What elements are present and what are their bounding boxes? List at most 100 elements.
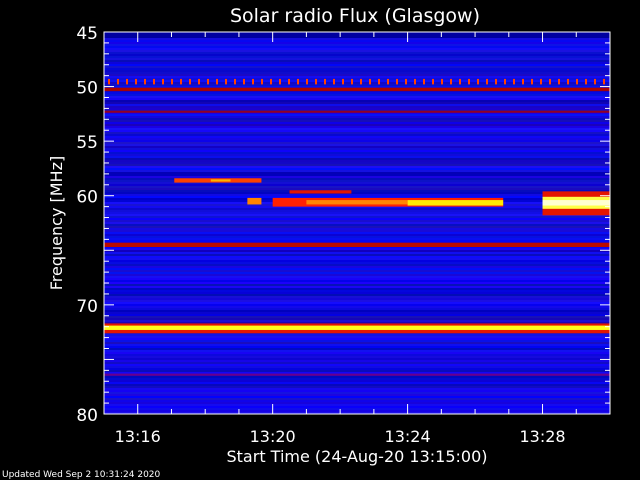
emission-dot <box>252 78 254 85</box>
background-row <box>104 298 610 300</box>
background-row <box>104 384 610 386</box>
background-row <box>104 300 610 302</box>
background-row <box>104 126 610 128</box>
background-row <box>104 292 610 294</box>
y-tick-label: 55 <box>76 133 98 153</box>
background-row <box>104 348 610 350</box>
emission-dot <box>495 78 497 85</box>
background-row <box>104 378 610 380</box>
emission-dot <box>351 78 353 85</box>
emission-dot <box>558 78 560 85</box>
emission-dot <box>279 78 281 85</box>
updated-timestamp: Updated Wed Sep 2 10:31:24 2020 <box>2 470 161 480</box>
background-row <box>104 150 610 152</box>
background-row <box>104 84 610 86</box>
emission-band <box>104 325 610 330</box>
background-row <box>104 54 610 56</box>
background-row <box>104 220 610 222</box>
emission-dot <box>450 78 452 85</box>
background-row <box>104 408 610 410</box>
background-row <box>104 186 610 188</box>
background-row <box>104 40 610 42</box>
emission-dot <box>414 78 416 85</box>
background-row <box>104 370 610 372</box>
background-row <box>104 380 610 382</box>
background-row <box>104 80 610 82</box>
emission-dot <box>594 78 596 85</box>
background-row <box>104 128 610 130</box>
background-row <box>104 50 610 52</box>
emission-dot <box>342 78 344 85</box>
background-row <box>104 104 610 106</box>
background-row <box>104 364 610 366</box>
background-row <box>104 356 610 358</box>
background-row <box>104 284 610 286</box>
emission-dot <box>324 78 326 85</box>
emission-dot <box>441 78 443 85</box>
emission-dot <box>576 78 578 85</box>
chart-title: Solar radio Flux (Glasgow) <box>230 5 480 27</box>
background-row <box>104 134 610 136</box>
background-row <box>104 394 610 396</box>
background-row <box>104 66 610 68</box>
emission-dot <box>468 78 470 85</box>
background-row <box>104 76 610 78</box>
background-row <box>104 166 610 168</box>
background-row <box>104 152 610 154</box>
background-row <box>104 222 610 224</box>
background-row <box>104 102 610 104</box>
background-row <box>104 406 610 408</box>
y-tick-label: 80 <box>76 406 98 426</box>
background-row <box>104 362 610 364</box>
x-tick-label: 13:24 <box>385 427 431 446</box>
emission-dot <box>297 78 299 85</box>
emission-dot <box>603 78 605 85</box>
background-row <box>104 276 610 278</box>
emission-dot <box>333 78 335 85</box>
emission-dot <box>315 78 317 85</box>
background-row <box>104 168 610 170</box>
background-row <box>104 354 610 356</box>
background-row <box>104 256 610 258</box>
emission-dot <box>549 78 551 85</box>
y-tick-label: 50 <box>76 79 98 99</box>
background-row <box>104 400 610 402</box>
background-row <box>104 68 610 70</box>
background-row <box>104 266 610 268</box>
background-row <box>104 280 610 282</box>
emission-band <box>104 373 610 376</box>
emission-dot <box>369 78 371 85</box>
background-row <box>104 46 610 48</box>
background-row <box>104 32 610 38</box>
background-row <box>104 322 610 324</box>
background-row <box>104 336 610 338</box>
emission-dot <box>306 78 308 85</box>
background-row <box>104 238 610 240</box>
background-row <box>104 268 610 270</box>
background-row <box>104 170 610 172</box>
background-row <box>104 310 610 312</box>
emission-dot <box>261 78 263 85</box>
background-row <box>104 44 610 46</box>
background-row <box>104 140 610 142</box>
plot-area <box>104 32 610 414</box>
background-row <box>104 236 610 238</box>
y-tick-labels: 45 50 55 60 70 80 <box>76 24 98 426</box>
background-row <box>104 340 610 342</box>
background-row <box>104 114 610 116</box>
background-row <box>104 304 610 306</box>
background-row <box>104 62 610 64</box>
x-tick-label: 13:20 <box>250 427 296 446</box>
emission-dot <box>225 78 227 85</box>
background-row <box>104 82 610 84</box>
background-row <box>104 158 610 160</box>
y-axis-label: Frequency [MHz] <box>47 156 66 290</box>
background-row <box>104 290 610 292</box>
background-row <box>104 274 610 276</box>
background-row <box>104 144 610 146</box>
emission-dot <box>396 78 398 85</box>
background-row <box>104 250 610 252</box>
emission-dot <box>405 78 407 85</box>
background-row <box>104 316 610 318</box>
background-row <box>104 288 610 290</box>
